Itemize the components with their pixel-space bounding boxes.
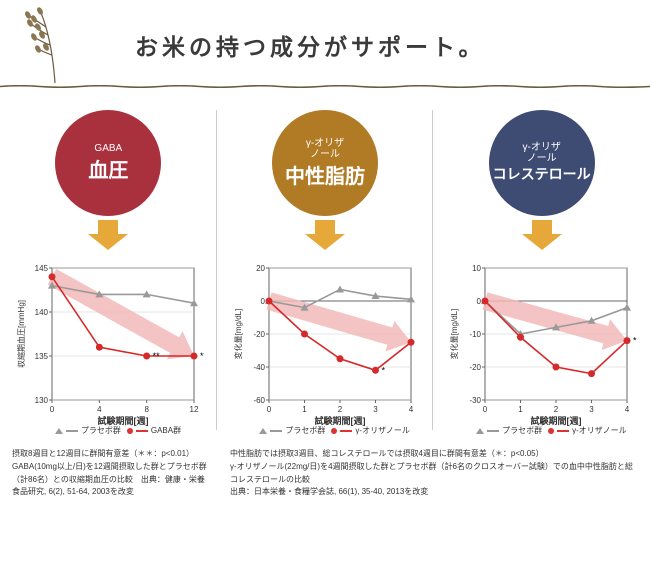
svg-text:1: 1	[519, 405, 524, 414]
rondel-tg: γ-オリザノール中性脂肪	[272, 110, 378, 216]
legend-gaba: プラセボ群 GABA群	[28, 425, 208, 436]
svg-text:-10: -10	[470, 330, 482, 339]
legend-active: γ-オリザノール	[331, 425, 410, 436]
svg-text:2: 2	[554, 405, 559, 414]
legend-placebo: プラセボ群	[259, 425, 325, 436]
svg-text:135: 135	[35, 352, 49, 361]
svg-text:*: *	[633, 336, 637, 346]
svg-text:0: 0	[260, 297, 265, 306]
svg-text:1: 1	[302, 405, 307, 414]
chart-chol: -30-20-1001001234*変化量[mg/dL]試験期間[週]プラセボ群…	[445, 260, 637, 430]
legend-placebo: プラセボ群	[476, 425, 542, 436]
panel-chol: γ-オリザノールコレステロール-30-20-1001001234*変化量[mg/…	[433, 110, 650, 440]
svg-text:4: 4	[408, 405, 413, 414]
divider	[0, 85, 650, 88]
arrow-down-icon	[522, 220, 562, 250]
chart-tg: -60-40-2002001234*変化量[mg/dL]試験期間[週]プラセボ群…	[229, 260, 421, 430]
panel-tg: γ-オリザノール中性脂肪-60-40-2002001234*変化量[mg/dL]…	[217, 110, 434, 440]
svg-text:8: 8	[144, 405, 149, 414]
svg-text:*: *	[381, 365, 385, 375]
svg-text:-40: -40	[253, 363, 265, 372]
note-left: 摂取8週目と12週目に群間有意差（＊＊：p<0.01）GABA(10mg以上/日…	[12, 448, 212, 499]
rondel-sub: γ-オリザノール	[306, 138, 344, 160]
svg-text:変化量[mg/dL]: 変化量[mg/dL]	[233, 309, 243, 360]
svg-text:0: 0	[483, 405, 488, 414]
svg-text:変化量[mg/dL]: 変化量[mg/dL]	[449, 309, 459, 360]
legend-placebo: プラセボ群	[55, 425, 121, 436]
svg-text:-30: -30	[470, 396, 482, 405]
rondel-main: コレステロール	[493, 164, 591, 184]
legend-active: γ-オリザノール	[548, 425, 627, 436]
svg-text:145: 145	[35, 264, 49, 273]
chart-gaba: 13013514014504812****収縮期血圧[mmHg]試験期間[週]プ…	[12, 260, 204, 430]
page-title: お米の持つ成分がサポート。	[135, 28, 486, 62]
svg-text:10: 10	[472, 264, 481, 273]
svg-text:0: 0	[477, 297, 482, 306]
svg-text:3: 3	[590, 405, 595, 414]
svg-text:0: 0	[266, 405, 271, 414]
svg-text:20: 20	[256, 264, 265, 273]
svg-text:-20: -20	[253, 330, 265, 339]
svg-text:-20: -20	[470, 363, 482, 372]
svg-text:2: 2	[337, 405, 342, 414]
svg-text:-60: -60	[253, 396, 265, 405]
legend-active: GABA群	[127, 425, 181, 436]
rondel-main: 中性脂肪	[285, 160, 365, 189]
rondel-main: 血圧	[88, 154, 128, 183]
rondel-chol: γ-オリザノールコレステロール	[489, 110, 595, 216]
svg-text:4: 4	[97, 405, 102, 414]
svg-text:3: 3	[373, 405, 378, 414]
arrow-down-icon	[88, 220, 128, 250]
panel-gaba: GABA血圧13013514014504812****収縮期血圧[mmHg]試験…	[0, 110, 217, 440]
rondel-gaba: GABA血圧	[55, 110, 161, 216]
svg-text:**: **	[200, 351, 204, 361]
legend-chol: プラセボ群 γ-オリザノール	[461, 425, 641, 436]
note-right: 中性脂肪では摂取3週目、総コレステロールでは摂取4週目に群間有意差（＊：p<0.…	[230, 448, 640, 499]
rondel-sub: γ-オリザノール	[523, 142, 561, 164]
svg-text:12: 12	[190, 405, 199, 414]
svg-text:4: 4	[625, 405, 630, 414]
rondel-sub: GABA	[94, 143, 122, 154]
panels: GABA血圧13013514014504812****収縮期血圧[mmHg]試験…	[0, 110, 650, 440]
svg-text:**: **	[153, 351, 161, 361]
arrow-down-icon	[305, 220, 345, 250]
svg-text:130: 130	[35, 396, 49, 405]
rice-icon	[20, 5, 90, 83]
svg-text:140: 140	[35, 308, 49, 317]
svg-text:収縮期血圧[mmHg]: 収縮期血圧[mmHg]	[16, 300, 26, 368]
legend-tg: プラセボ群 γ-オリザノール	[245, 425, 425, 436]
svg-text:0: 0	[50, 405, 55, 414]
